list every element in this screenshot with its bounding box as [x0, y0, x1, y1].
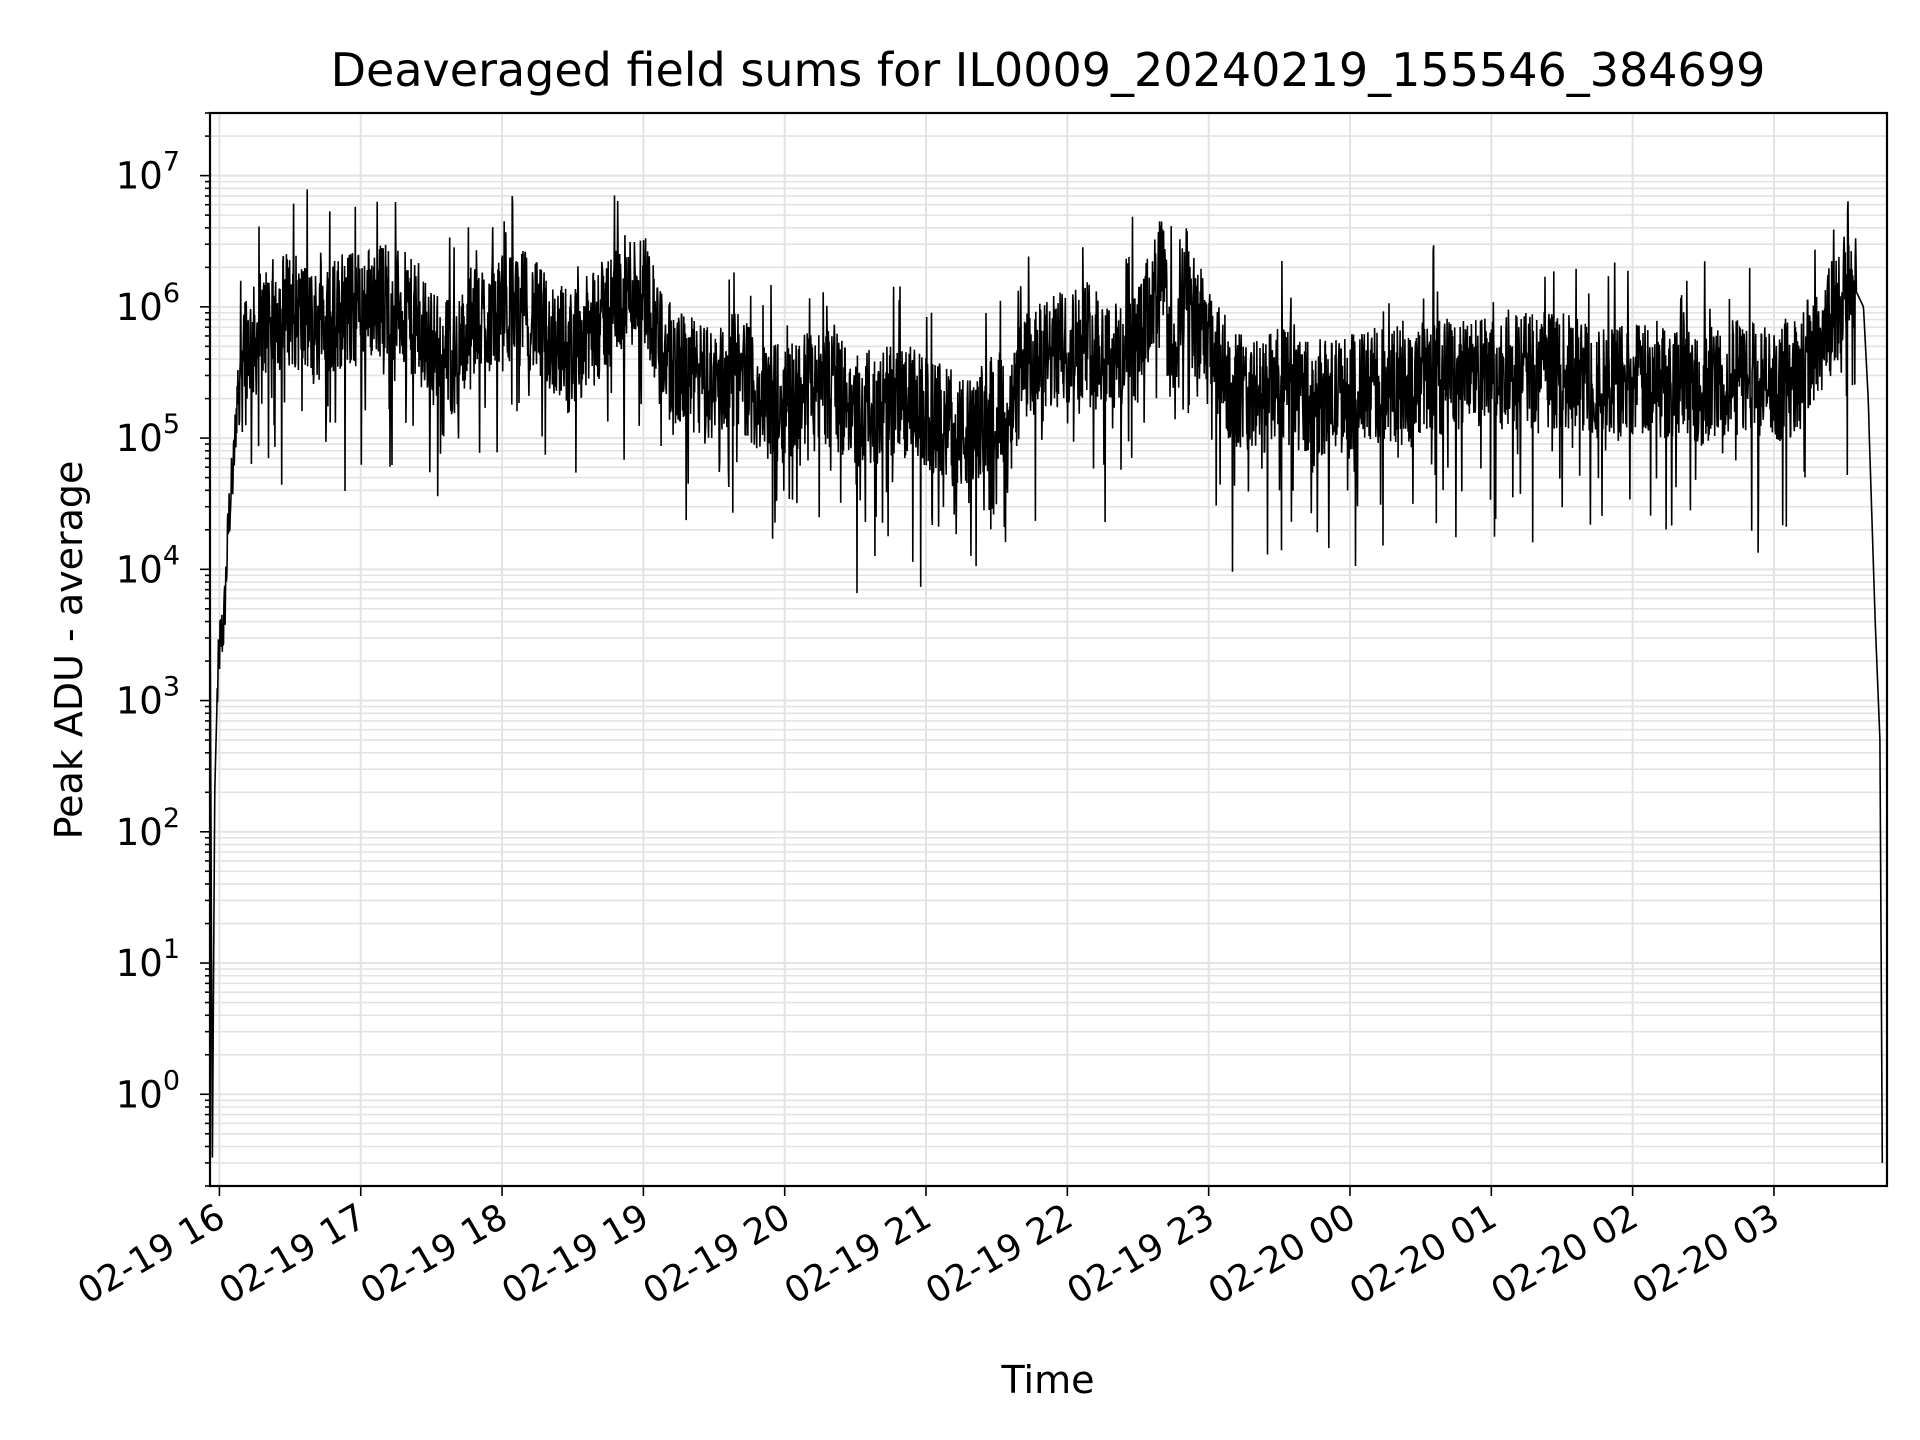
- chart-title: Deaveraged field sums for IL0009_2024021…: [331, 43, 1766, 97]
- y-tick-label: 106: [116, 278, 180, 329]
- x-axis-label: Time: [1001, 1358, 1095, 1402]
- y-tick-label: 100: [116, 1065, 180, 1116]
- y-tick-label: 103: [116, 672, 180, 723]
- y-axis-label: Peak ADU - average: [47, 461, 91, 840]
- y-tick-label: 107: [116, 147, 180, 198]
- y-tick-label: 104: [116, 540, 180, 591]
- y-tick-label: 105: [116, 409, 180, 460]
- y-tick-label: 101: [116, 934, 180, 985]
- plot-frame: [208, 111, 1889, 1188]
- y-tick-label: 102: [116, 803, 180, 854]
- series-line: [209, 189, 1884, 1163]
- y-axis: 100 101 102 103 104 105 106 107: [116, 112, 210, 1187]
